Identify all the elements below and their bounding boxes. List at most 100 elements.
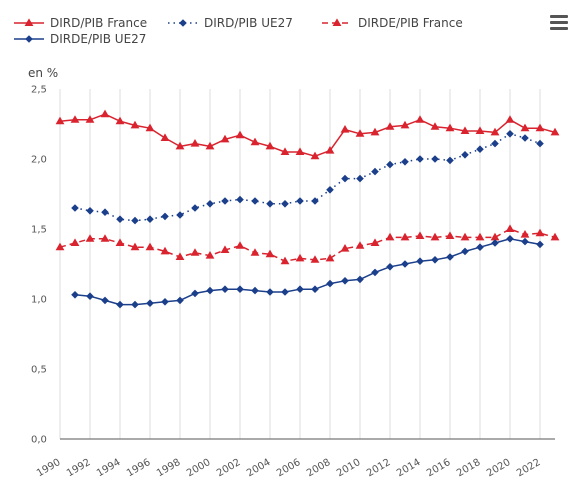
data-point[interactable] — [550, 127, 560, 136]
data-point[interactable] — [85, 234, 95, 242]
data-point[interactable] — [101, 208, 109, 216]
data-point[interactable] — [491, 239, 499, 247]
data-point[interactable] — [520, 230, 530, 238]
data-point[interactable] — [325, 253, 335, 262]
data-point[interactable] — [206, 200, 214, 208]
data-point[interactable] — [475, 232, 485, 241]
data-point[interactable] — [251, 197, 259, 205]
data-point[interactable] — [221, 285, 229, 293]
data-point[interactable] — [400, 120, 410, 129]
data-point[interactable] — [161, 212, 169, 221]
data-point[interactable] — [505, 224, 515, 232]
data-point[interactable] — [431, 256, 439, 264]
data-point[interactable] — [146, 215, 154, 223]
data-point[interactable] — [535, 228, 545, 237]
data-point[interactable] — [71, 204, 79, 212]
data-point[interactable] — [266, 200, 274, 208]
data-point[interactable] — [131, 300, 139, 309]
legend-item[interactable]: DIRD/PIB France — [14, 16, 147, 30]
data-point[interactable] — [460, 126, 470, 134]
data-point[interactable] — [340, 125, 350, 133]
data-point[interactable] — [220, 245, 230, 253]
data-point[interactable] — [116, 300, 124, 309]
data-point[interactable] — [191, 204, 199, 212]
legend-item[interactable]: DIRD/PIB UE27 — [168, 16, 293, 30]
data-point[interactable] — [235, 241, 245, 249]
data-point[interactable] — [191, 289, 199, 298]
data-point[interactable] — [370, 127, 380, 136]
data-point[interactable] — [341, 277, 349, 285]
data-point[interactable] — [160, 246, 170, 255]
data-point[interactable] — [536, 139, 544, 148]
data-point[interactable] — [416, 155, 424, 163]
data-point[interactable] — [535, 123, 545, 132]
data-point[interactable] — [370, 238, 380, 246]
data-point[interactable] — [415, 231, 425, 239]
data-point[interactable] — [431, 155, 439, 163]
data-point[interactable] — [506, 130, 514, 138]
data-point[interactable] — [521, 237, 529, 246]
data-point[interactable] — [355, 129, 365, 137]
data-point[interactable] — [176, 296, 184, 305]
data-point[interactable] — [130, 120, 140, 129]
data-point[interactable] — [295, 253, 305, 262]
data-point[interactable] — [206, 286, 214, 295]
data-point[interactable] — [310, 151, 320, 160]
data-point[interactable] — [550, 232, 560, 241]
data-point[interactable] — [355, 241, 365, 249]
data-point[interactable] — [521, 134, 529, 142]
data-point[interactable] — [115, 116, 125, 125]
data-point[interactable] — [311, 285, 319, 293]
data-point[interactable] — [505, 115, 515, 123]
data-point[interactable] — [445, 123, 455, 132]
data-point[interactable] — [506, 235, 514, 243]
legend-item[interactable]: DIRDE/PIB UE27 — [14, 32, 146, 46]
data-point[interactable] — [116, 215, 124, 223]
data-point[interactable] — [250, 137, 260, 146]
data-point[interactable] — [131, 216, 139, 225]
data-point[interactable] — [371, 268, 379, 277]
data-point[interactable] — [326, 279, 334, 288]
data-point[interactable] — [385, 232, 395, 241]
data-point[interactable] — [446, 156, 454, 165]
data-point[interactable] — [145, 123, 155, 132]
data-point[interactable] — [445, 231, 455, 239]
data-point[interactable] — [356, 174, 364, 183]
data-point[interactable] — [475, 126, 485, 134]
data-point[interactable] — [190, 248, 200, 256]
data-point[interactable] — [430, 232, 440, 241]
data-point[interactable] — [236, 285, 244, 293]
data-point[interactable] — [161, 298, 169, 306]
data-point[interactable] — [145, 242, 155, 251]
data-point[interactable] — [490, 127, 500, 136]
data-point[interactable] — [251, 286, 259, 295]
data-point[interactable] — [280, 256, 290, 265]
data-point[interactable] — [416, 257, 424, 265]
data-point[interactable] — [386, 263, 394, 271]
data-point[interactable] — [310, 255, 320, 263]
data-point[interactable] — [266, 288, 274, 296]
data-point[interactable] — [430, 122, 440, 130]
data-point[interactable] — [100, 234, 110, 242]
data-point[interactable] — [385, 122, 395, 130]
data-point[interactable] — [491, 139, 499, 148]
data-point[interactable] — [265, 249, 275, 258]
data-point[interactable] — [401, 260, 409, 268]
data-point[interactable] — [146, 299, 154, 307]
data-point[interactable] — [296, 285, 304, 293]
data-point[interactable] — [55, 242, 65, 251]
data-point[interactable] — [175, 141, 185, 150]
data-point[interactable] — [281, 288, 289, 296]
data-point[interactable] — [400, 232, 410, 241]
data-point[interactable] — [490, 232, 500, 241]
data-point[interactable] — [130, 242, 140, 251]
data-point[interactable] — [520, 123, 530, 132]
data-point[interactable] — [386, 160, 394, 169]
data-point[interactable] — [220, 134, 230, 143]
data-point[interactable] — [280, 147, 290, 155]
data-point[interactable] — [295, 147, 305, 155]
data-point[interactable] — [460, 232, 470, 241]
data-point[interactable] — [461, 247, 469, 256]
data-point[interactable] — [235, 130, 245, 139]
data-point[interactable] — [476, 243, 484, 251]
